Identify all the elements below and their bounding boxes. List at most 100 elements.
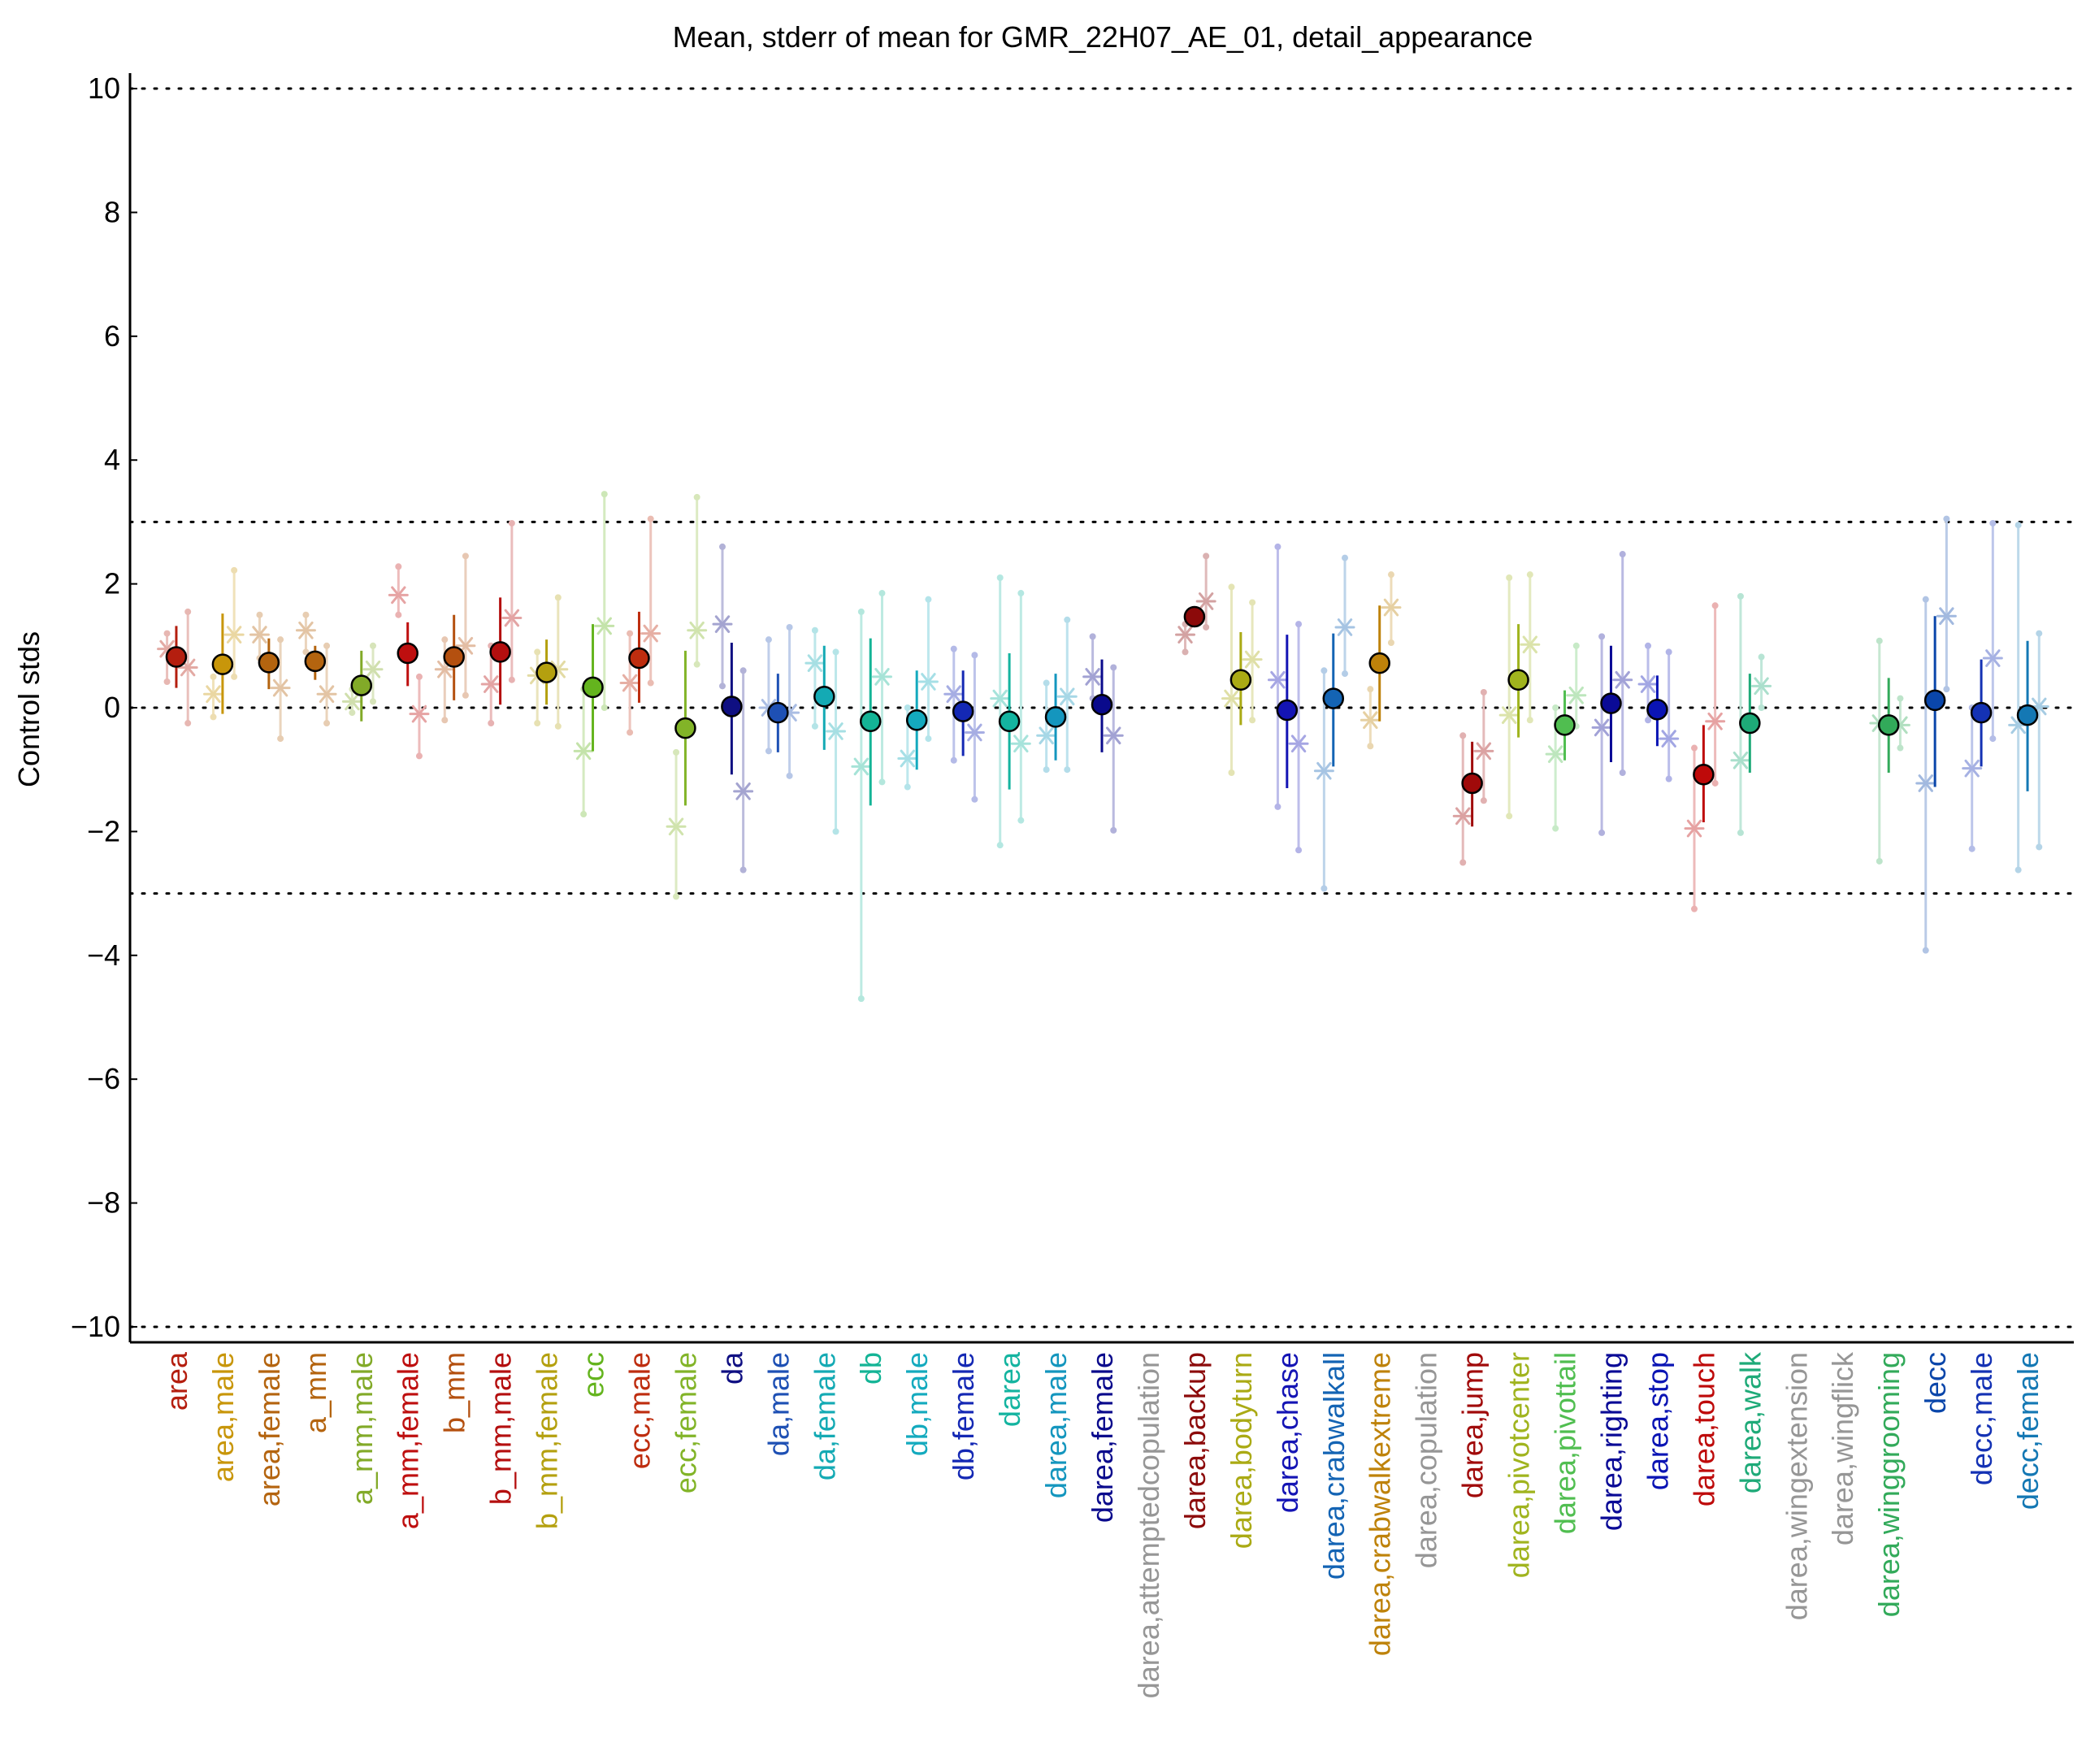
subgroup-error-end <box>1387 639 1394 646</box>
subgroup-asterisk-marker <box>203 685 224 704</box>
y-tick-label: 4 <box>104 443 120 476</box>
subgroup-asterisk-marker <box>619 674 640 692</box>
category-group <box>1267 543 1309 854</box>
subgroup-error-end <box>765 748 772 755</box>
subgroup-asterisk-marker <box>1452 807 1473 826</box>
subgroup-error-end <box>462 553 469 560</box>
subgroup-asterisk-marker <box>1684 819 1705 838</box>
subgroup-error-end <box>693 493 700 501</box>
subgroup-error-end <box>1017 817 1025 824</box>
mean-point <box>767 701 789 724</box>
subgroup-error-end <box>1110 664 1117 671</box>
subgroup-error-end <box>1737 592 1744 600</box>
category-group <box>1082 633 1124 834</box>
mean-point <box>721 696 743 717</box>
x-tick-label: b_mm,female <box>531 1352 564 1529</box>
category-group <box>295 611 337 727</box>
subgroup-error-end <box>256 611 263 618</box>
x-tick-label: darea,crabwalkextreme <box>1364 1352 1397 1656</box>
category-group <box>1036 616 1078 774</box>
subgroup-asterisk-marker <box>1267 670 1288 689</box>
subgroup-error-end <box>163 678 171 685</box>
subgroup-error-end <box>1665 775 1672 782</box>
subgroup-error-end <box>302 611 310 618</box>
mean-point <box>1554 714 1576 736</box>
mean-point <box>536 661 557 683</box>
subgroup-error-end <box>1203 553 1210 560</box>
category-group <box>2008 522 2049 873</box>
subgroup-error-end <box>1552 704 1559 711</box>
subgroup-error-end <box>1645 642 1652 649</box>
x-tick-label: decc <box>1919 1352 1952 1414</box>
subgroup-error-end <box>673 748 680 756</box>
subgroup-error-end <box>878 778 886 786</box>
subgroup-asterisk-marker <box>943 685 965 704</box>
subgroup-asterisk-marker <box>640 624 661 643</box>
category-group <box>249 611 291 743</box>
x-tick-label: darea,bodyturn <box>1225 1352 1258 1549</box>
category-group <box>1962 519 2003 852</box>
y-tick-label: −4 <box>87 938 120 972</box>
chart-title: Mean, stderr of mean for GMR_22H07_AE_01… <box>673 20 1533 54</box>
category-group <box>1591 551 1633 836</box>
x-tick-label: darea,winggrooming <box>1872 1352 1906 1617</box>
x-tick-label: darea,backup <box>1178 1352 1212 1529</box>
subgroup-asterisk-marker <box>480 675 501 693</box>
category-group <box>1313 554 1355 892</box>
x-tick-label: ecc,female <box>669 1352 702 1493</box>
subgroup-error-end <box>996 574 1004 581</box>
subgroup-error-end <box>627 729 634 736</box>
subgroup-error-end <box>554 722 562 730</box>
subgroup-asterisk-marker <box>917 673 939 691</box>
subgroup-error-end <box>1943 515 1950 522</box>
subgroup-asterisk-marker <box>964 723 985 742</box>
x-tick-label: b_mm <box>438 1352 471 1433</box>
x-tick-label: darea,attemptedcopulation <box>1132 1352 1165 1698</box>
subgroup-asterisk-marker <box>1242 650 1263 669</box>
subgroup-error-end <box>415 673 423 680</box>
mean-point <box>1507 669 1529 691</box>
mean-point <box>1646 699 1668 721</box>
y-tick-label: −8 <box>87 1186 120 1220</box>
mean-point <box>952 700 974 722</box>
subgroup-asterisk-marker <box>1334 618 1355 636</box>
x-tick-label: darea,copulation <box>1410 1352 1443 1568</box>
category-group <box>619 515 661 736</box>
x-tick-label: ecc,male <box>622 1352 656 1469</box>
subgroup-error-end <box>415 752 423 760</box>
x-tick-label: darea <box>993 1351 1026 1427</box>
subgroup-error-end <box>554 594 562 601</box>
subgroup-error-end <box>1645 717 1652 724</box>
category-group <box>1360 571 1402 750</box>
subgroup-error-end <box>462 691 469 699</box>
x-tick-label: darea,wingextension <box>1780 1352 1813 1620</box>
subgroup-error-end <box>1989 519 1997 527</box>
subgroup-error-end <box>1249 599 1256 606</box>
subgroup-error-end <box>971 652 978 659</box>
mean-point <box>1739 712 1761 735</box>
subgroup-error-end <box>647 679 654 687</box>
subgroup-error-end <box>1228 583 1235 591</box>
subgroup-asterisk-marker <box>1705 712 1726 730</box>
subgroup-error-end <box>184 608 192 615</box>
subgroup-asterisk-marker <box>1962 759 1983 778</box>
subgroup-error-end <box>832 648 839 656</box>
subgroup-error-end <box>395 611 402 618</box>
subgroup-asterisk-marker <box>1381 598 1402 617</box>
category-group <box>897 596 939 791</box>
subgroup-error-end <box>210 673 217 680</box>
category-group <box>1637 642 1680 782</box>
subgroup-error-end <box>2014 522 2022 529</box>
x-tick-label: area,male <box>206 1352 240 1482</box>
subgroup-error-end <box>693 661 700 668</box>
subgroup-error-end <box>1228 769 1235 777</box>
mean-point <box>674 717 696 739</box>
mean-point <box>1044 706 1067 728</box>
category-group <box>666 493 708 900</box>
x-tick-label: a_mm,male <box>345 1352 379 1505</box>
subgroup-error-end <box>627 630 634 637</box>
y-tick-label: −10 <box>71 1310 120 1343</box>
y-axis-label: Control stds <box>12 631 46 787</box>
mean-point <box>998 710 1021 733</box>
